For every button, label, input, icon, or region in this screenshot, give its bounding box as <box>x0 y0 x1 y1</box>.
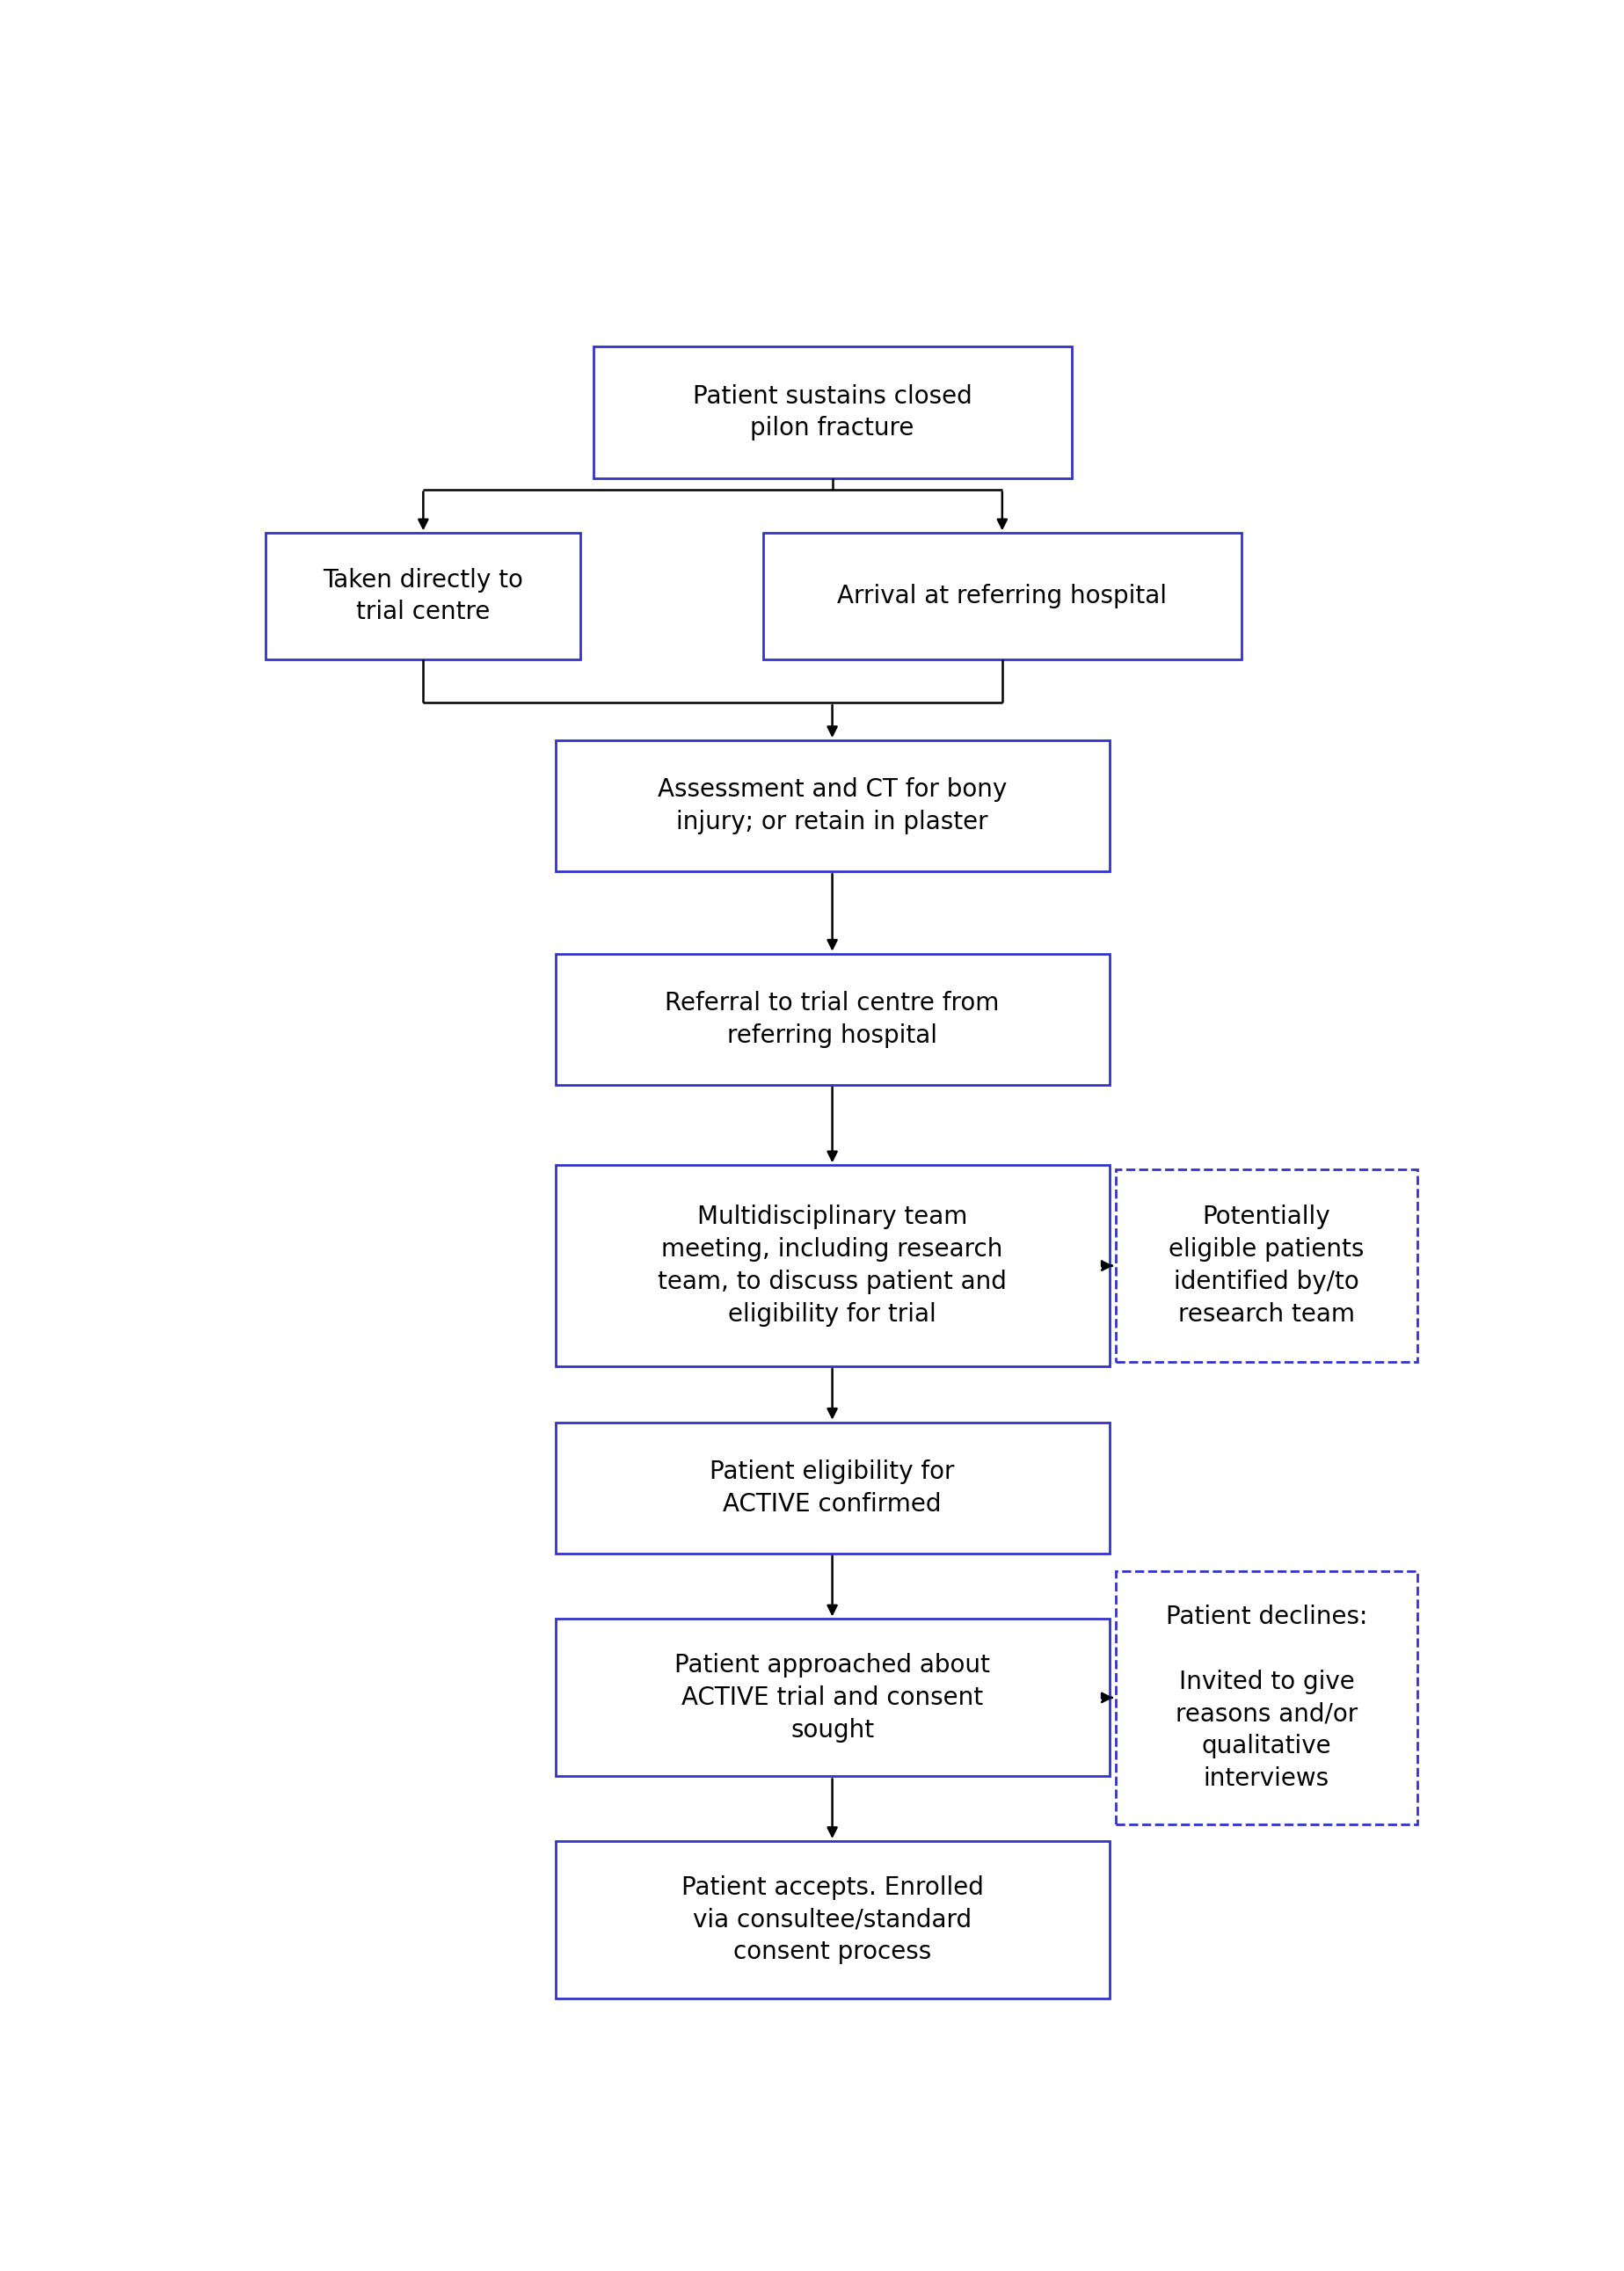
FancyBboxPatch shape <box>555 954 1109 1086</box>
Text: Patient accepts. Enrolled
via consultee/standard
consent process: Patient accepts. Enrolled via consultee/… <box>680 1876 984 1964</box>
FancyBboxPatch shape <box>266 534 581 659</box>
Text: Referral to trial centre from
referring hospital: Referral to trial centre from referring … <box>666 990 999 1047</box>
FancyBboxPatch shape <box>763 534 1241 659</box>
Text: Patient declines:

Invited to give
reasons and/or
qualitative
interviews: Patient declines: Invited to give reason… <box>1166 1606 1367 1792</box>
FancyBboxPatch shape <box>555 1619 1109 1776</box>
FancyBboxPatch shape <box>1116 1572 1418 1824</box>
Text: Patient eligibility for
ACTIVE confirmed: Patient eligibility for ACTIVE confirmed <box>710 1460 955 1517</box>
FancyBboxPatch shape <box>593 347 1072 477</box>
Text: Arrival at referring hospital: Arrival at referring hospital <box>838 584 1168 609</box>
FancyBboxPatch shape <box>555 740 1109 872</box>
FancyBboxPatch shape <box>1116 1170 1418 1363</box>
Text: Assessment and CT for bony
injury; or retain in plaster: Assessment and CT for bony injury; or re… <box>658 777 1007 833</box>
FancyBboxPatch shape <box>555 1842 1109 1998</box>
Text: Patient approached about
ACTIVE trial and consent
sought: Patient approached about ACTIVE trial an… <box>674 1653 991 1742</box>
Text: Potentially
eligible patients
identified by/to
research team: Potentially eligible patients identified… <box>1169 1206 1364 1326</box>
Text: Patient sustains closed
pilon fracture: Patient sustains closed pilon fracture <box>692 384 973 441</box>
Text: Taken directly to
trial centre: Taken directly to trial centre <box>323 568 523 625</box>
FancyBboxPatch shape <box>555 1165 1109 1367</box>
Text: Multidisciplinary team
meeting, including research
team, to discuss patient and
: Multidisciplinary team meeting, includin… <box>658 1206 1007 1326</box>
FancyBboxPatch shape <box>555 1422 1109 1553</box>
